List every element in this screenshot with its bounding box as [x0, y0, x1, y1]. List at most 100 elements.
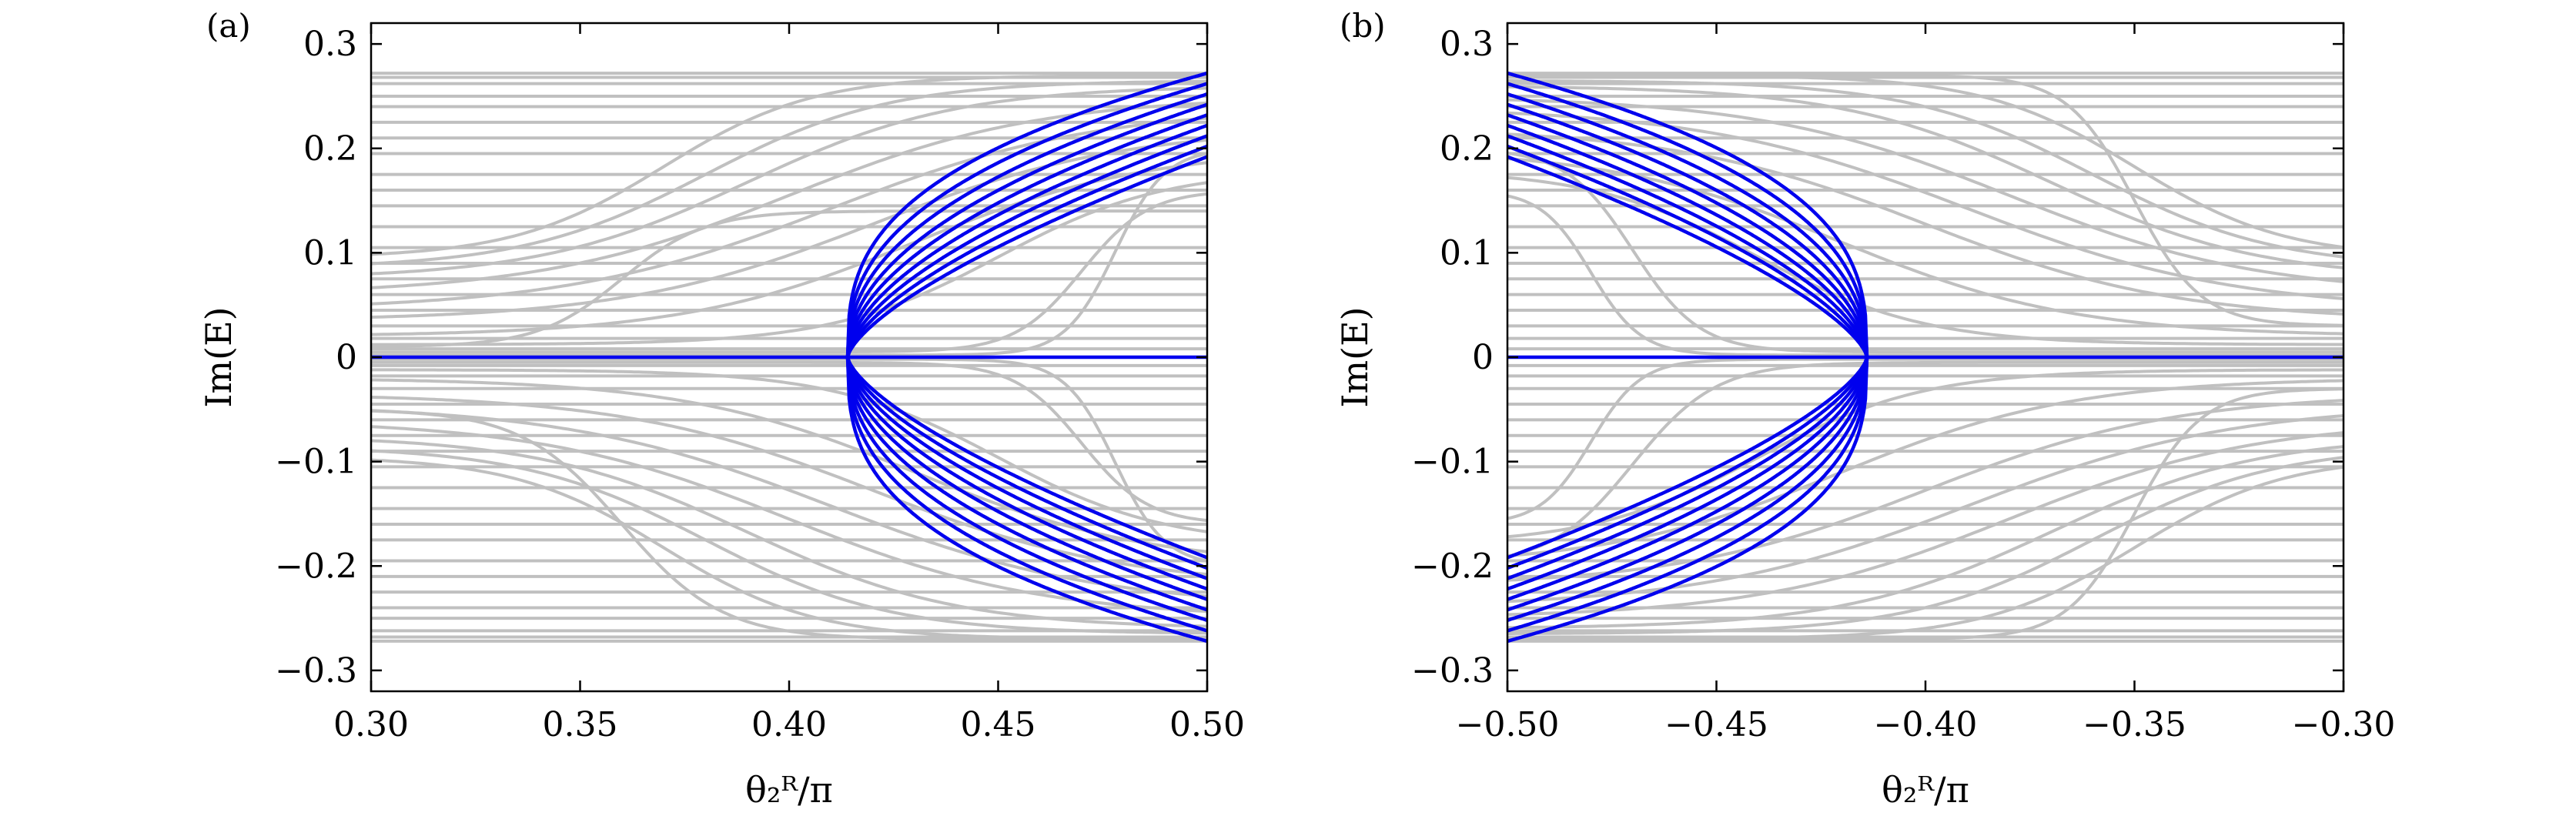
bulk-curve	[371, 396, 1207, 577]
x-tick-label: −0.40	[1874, 705, 1978, 744]
x-tick-label: −0.50	[1456, 705, 1560, 744]
y-tick-label: 0	[336, 338, 357, 377]
edge-state-curve	[845, 356, 1207, 601]
edge-state-curve	[1507, 102, 1869, 358]
bulk-curve	[1507, 360, 2343, 558]
x-tick-label: 0.50	[1169, 705, 1245, 744]
edge-state-curve	[1507, 356, 1869, 570]
bulk-curve	[1507, 194, 2343, 357]
bulk-curve	[1507, 456, 2343, 635]
bulk-curve	[1507, 73, 2343, 327]
bulk-curve	[1507, 85, 2343, 269]
bulk-curve	[1507, 151, 2343, 354]
bulk-curve	[371, 74, 1207, 256]
y-tick-label: 0.2	[303, 129, 357, 169]
edge-state-curve	[845, 356, 1207, 591]
bulk-curve	[371, 181, 1207, 346]
x-tick-label: −0.30	[2292, 705, 2396, 744]
y-tick-label: −0.2	[275, 547, 357, 586]
x-tick-label: 0.40	[751, 705, 827, 744]
bulk-curve	[371, 368, 1207, 533]
edge-state-curve	[845, 92, 1207, 358]
edge-state-curve	[845, 155, 1207, 358]
edge-state-curve	[845, 356, 1207, 622]
bulk-curve	[371, 209, 1207, 348]
y-tick-label: 0.3	[1440, 25, 1494, 64]
edge-state-curve	[845, 144, 1207, 358]
bulk-curve	[1507, 379, 2343, 557]
edge-state-curve	[845, 123, 1207, 358]
bulk-curve	[371, 161, 1207, 336]
x-tick-label: 0.45	[961, 705, 1036, 744]
bulk-curve	[371, 152, 1207, 357]
y-tick-label: −0.1	[1411, 443, 1494, 482]
y-axis-label: Im(E)	[198, 306, 239, 407]
bulk-curve	[371, 439, 1207, 628]
panel-label: (a)	[206, 7, 251, 45]
y-tick-label: −0.1	[275, 443, 357, 482]
x-tick-label: 0.35	[543, 705, 618, 744]
edge-state-curve	[845, 82, 1207, 358]
y-tick-label: −0.2	[1411, 547, 1494, 586]
edge-state-curve	[1507, 92, 1869, 358]
edge-state-curve	[845, 356, 1207, 580]
edge-state-curve	[845, 356, 1207, 633]
edge-state-curve	[1507, 123, 1869, 358]
bulk-curve	[371, 86, 1207, 276]
edge-state-curve	[1507, 71, 1869, 358]
y-tick-label: −0.3	[1411, 651, 1494, 691]
bulk-curve	[1507, 431, 2343, 617]
edge-state-curve	[845, 356, 1207, 570]
bulk-curve	[1507, 157, 2343, 336]
bulk-curve	[1507, 79, 2343, 259]
edge-state-curve	[1507, 356, 1869, 622]
bulk-curve	[371, 360, 1207, 523]
bulk-curve	[1507, 111, 2343, 300]
bulk-curve	[1507, 357, 2343, 520]
edge-state-curve	[1507, 356, 1869, 644]
edge-state-curve	[1507, 356, 1869, 633]
bulk-curve	[371, 138, 1207, 319]
edge-state-curve	[1507, 356, 1869, 601]
bulk-curve	[371, 79, 1207, 266]
edge-state-curve	[845, 113, 1207, 358]
bulk-curve	[371, 192, 1207, 354]
edge-state-curve	[845, 356, 1207, 644]
bulk-curve	[1507, 445, 2343, 630]
y-tick-label: −0.3	[275, 651, 357, 691]
edge-state-curve	[1507, 113, 1869, 358]
edge-state-curve	[1507, 82, 1869, 358]
x-tick-label: 0.30	[333, 705, 409, 744]
x-axis-label: θ₂ᴿ/π	[745, 769, 833, 811]
panel-a: 0.30 0.35 0.40 0.45 0.50 0.3 0.2 0.1 0 −0.1 −0.2 −0…	[198, 7, 1245, 811]
bulk-curve	[371, 409, 1207, 641]
edge-state-curve	[1507, 144, 1869, 358]
edge-state-curve	[1507, 134, 1869, 358]
bulk-curve	[1507, 414, 2343, 604]
bulk-curve	[371, 101, 1207, 289]
bulk-curve	[371, 409, 1207, 598]
edge-state-curve	[845, 102, 1207, 358]
edge-state-curve	[1507, 356, 1869, 560]
edge-state-curve	[845, 71, 1207, 358]
edge-state-curve	[845, 356, 1207, 560]
bulk-curve	[1507, 399, 2343, 582]
bulk-curve	[371, 357, 1207, 563]
panel-b: −0.50 −0.45 −0.40 −0.35 −0.30 0.3 0.2 0.1 0 −0.1 −…	[1334, 7, 2395, 811]
bulk-curve	[371, 449, 1207, 635]
y-tick-label: 0.1	[303, 233, 357, 273]
edge-state-curve	[845, 356, 1207, 612]
edge-state-curve	[1507, 356, 1869, 591]
panel-label: (b)	[1340, 7, 1386, 45]
bulk-curve	[1507, 368, 2343, 539]
bulk-curve	[1507, 387, 2343, 641]
bulk-curve	[1507, 132, 2343, 316]
bulk-curve	[1507, 98, 2343, 283]
plot-area	[371, 71, 1207, 644]
edge-state-curve	[1507, 356, 1869, 580]
edge-state-curve	[1507, 155, 1869, 358]
edge-state-curve	[1507, 356, 1869, 612]
x-tick-label: −0.35	[2083, 705, 2186, 744]
bulk-curve	[371, 116, 1207, 306]
